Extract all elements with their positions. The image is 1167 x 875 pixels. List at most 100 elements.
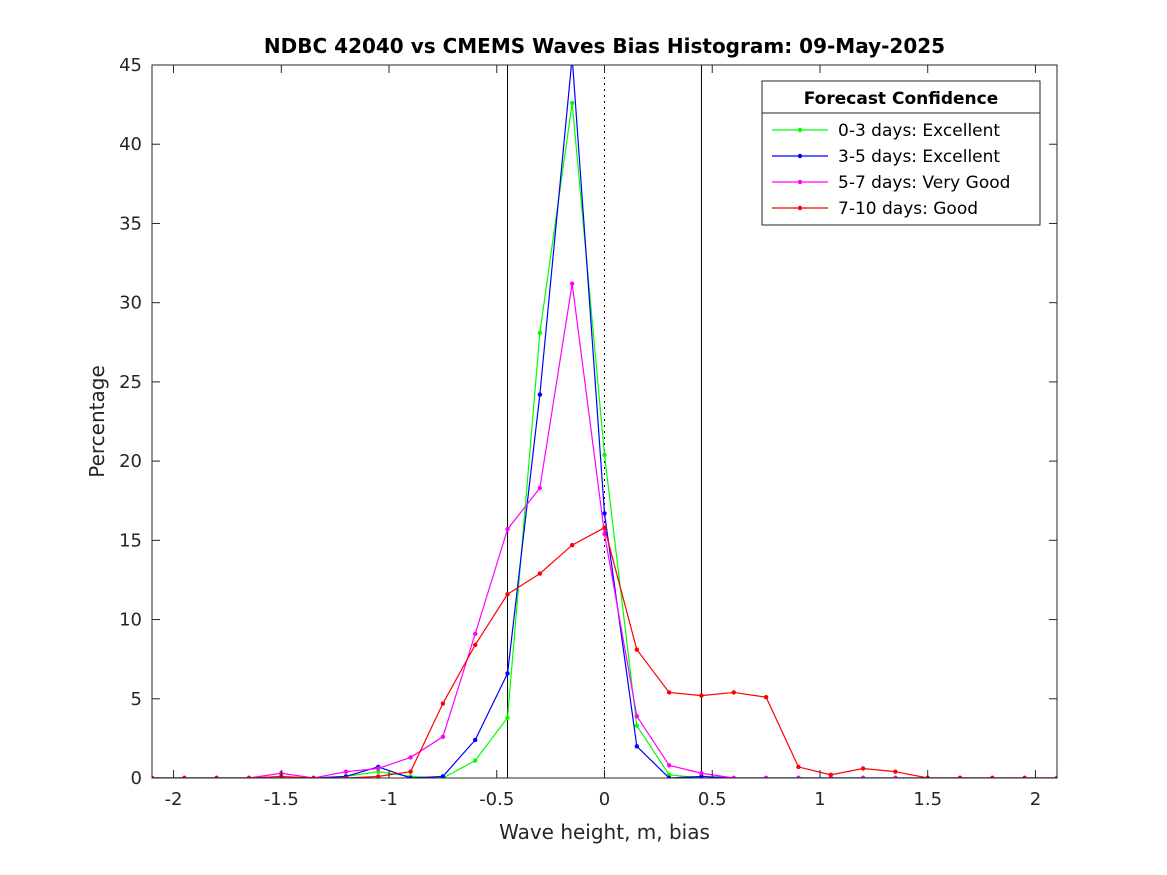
data-point: [990, 775, 995, 778]
data-point: [505, 527, 510, 532]
legend-label: 5-7 days: Very Good: [838, 173, 1010, 193]
y-tick-label: 30: [119, 293, 142, 314]
data-point: [763, 694, 769, 700]
legend-title: Forecast Confidence: [804, 89, 999, 109]
data-point: [602, 452, 607, 457]
legend-label: 3-5 days: Excellent: [838, 147, 1000, 167]
y-tick-label: 20: [119, 451, 142, 472]
data-point: [473, 642, 478, 648]
y-axis-label: Percentage: [85, 365, 109, 478]
x-tick-label: -1: [380, 789, 398, 810]
x-tick-label: -0.5: [479, 789, 514, 810]
data-point: [602, 511, 607, 516]
y-tick-label: 40: [119, 134, 142, 155]
data-point: [699, 771, 704, 776]
data-point: [1022, 775, 1027, 778]
chart-title: NDBC 42040 vs CMEMS Waves Bias Histogram…: [264, 34, 945, 58]
data-point: [731, 775, 736, 778]
data-point: [1054, 775, 1057, 778]
legend-label: 0-3 days: Excellent: [838, 121, 1000, 141]
y-tick-label: 0: [131, 768, 142, 789]
data-point: [376, 769, 381, 774]
data-point: [666, 772, 672, 778]
reference-lines: [507, 65, 702, 778]
data-point: [569, 100, 575, 106]
legend-item: 3-5 days: Excellent: [772, 147, 1000, 167]
data-point: [634, 723, 640, 728]
data-point: [473, 737, 478, 743]
data-point: [376, 766, 381, 771]
x-tick-label: 1.5: [913, 789, 942, 810]
x-tick-label: 2: [1030, 789, 1041, 810]
y-tick-label: 45: [119, 55, 142, 76]
data-point: [505, 592, 510, 597]
data-point: [666, 763, 672, 768]
x-tick-label: 0.5: [698, 789, 727, 810]
data-point: [440, 701, 446, 706]
legend-item: 5-7 days: Very Good: [772, 173, 1010, 193]
data-point: [860, 766, 866, 771]
data-point: [505, 671, 510, 676]
data-point: [214, 775, 219, 778]
data-point: [440, 774, 446, 778]
data-point: [311, 775, 316, 778]
data-point: [957, 775, 963, 778]
data-point: [537, 330, 543, 335]
x-axis-label: Wave height, m, bias: [499, 820, 710, 844]
data-point: [828, 772, 833, 778]
data-point: [666, 775, 672, 778]
series-3: [152, 281, 1057, 778]
data-point: [634, 647, 640, 652]
data-point: [763, 775, 769, 778]
data-point: [343, 775, 349, 778]
data-point: [666, 690, 672, 695]
y-tick-label: 10: [119, 610, 142, 631]
series-line: [152, 283, 1057, 778]
y-tick-label: 5: [131, 689, 142, 710]
data-point: [796, 775, 801, 778]
data-point: [537, 392, 543, 397]
data-point: [537, 571, 543, 576]
data-point: [376, 774, 381, 778]
x-tick-label: 1: [814, 789, 825, 810]
legend-item: 0-3 days: Excellent: [772, 121, 1000, 141]
data-point: [408, 775, 413, 778]
data-point: [634, 744, 640, 749]
legend-swatch-marker: [797, 179, 803, 185]
data-point: [473, 631, 478, 637]
data-point: [699, 693, 704, 698]
data-point: [569, 281, 575, 286]
legend-box: [761, 80, 1041, 226]
y-tick-label: 25: [119, 372, 142, 393]
legend-item: 7-10 days: Good: [772, 199, 978, 219]
y-tick-label: 15: [119, 530, 142, 551]
data-point: [893, 769, 898, 774]
data-point: [343, 769, 349, 774]
data-point: [634, 714, 640, 719]
legend: Forecast Confidence 0-3 days: Excellent 3…: [761, 80, 1041, 226]
legend-swatch-marker: [797, 153, 803, 159]
x-tick-label: -1.5: [264, 789, 299, 810]
data-point: [408, 755, 413, 760]
data-point: [537, 485, 543, 491]
data-point: [246, 775, 252, 778]
data-point: [408, 769, 413, 774]
legend-items: 0-3 days: Excellent 3-5 days: Excellent 5-…: [772, 121, 1010, 219]
series-4: [152, 525, 1057, 778]
data-point: [893, 775, 898, 778]
y-tick-label: 35: [119, 213, 142, 234]
data-point: [440, 734, 446, 740]
data-point: [152, 775, 155, 778]
data-point: [796, 764, 801, 770]
legend-swatch-marker: [797, 205, 803, 211]
x-tick-label: 0: [599, 789, 610, 810]
legend-label: 7-10 days: Good: [838, 199, 978, 219]
legend-swatch-marker: [797, 127, 803, 133]
data-point: [182, 775, 187, 778]
data-point: [731, 690, 736, 695]
series-line: [152, 526, 1057, 778]
data-point: [569, 542, 575, 548]
x-tick-label: -2: [165, 789, 183, 810]
